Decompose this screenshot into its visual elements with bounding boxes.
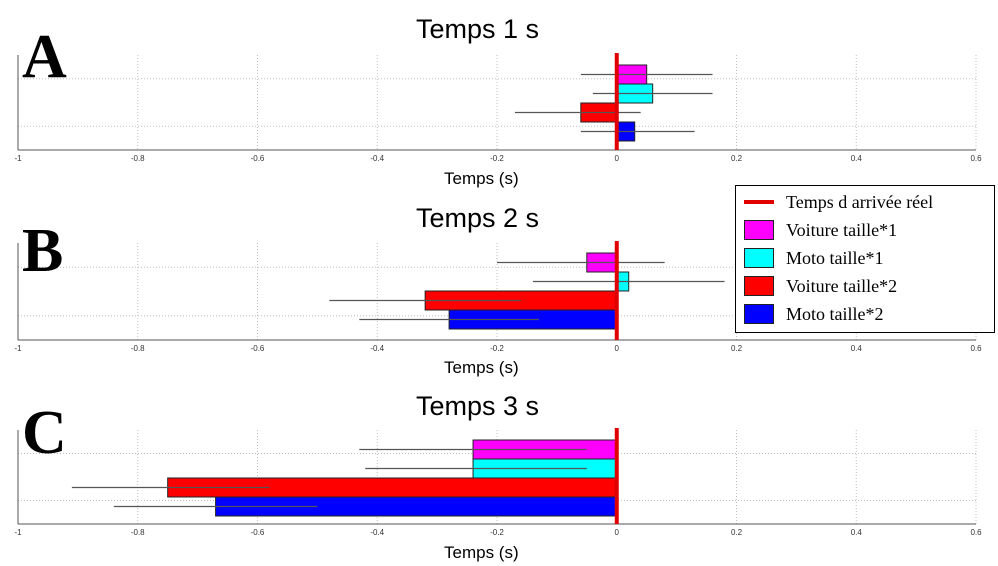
legend-label: Moto taille*1 — [786, 247, 884, 268]
x-tick-label-a: -1 — [14, 154, 22, 163]
x-tick-label-b: 0.6 — [970, 344, 982, 353]
x-tick-label-b: -0.8 — [131, 344, 145, 353]
x-tick-label-c: 0.4 — [851, 528, 863, 537]
x-tick-label-c: -0.8 — [131, 528, 145, 537]
legend-item-moto-1: Moto taille*1 — [744, 246, 884, 270]
panel-letter-a: A — [22, 23, 67, 91]
legend-swatch-moto-2 — [744, 304, 774, 324]
x-tick-label-c: -0.4 — [370, 528, 384, 537]
legend-swatch-voiture-2 — [744, 276, 774, 296]
x-tick-label-c: -0.6 — [251, 528, 265, 537]
panel-title-a: Temps 1 s — [416, 14, 540, 44]
panel-letter-b: B — [22, 217, 64, 285]
legend-item-voiture-2: Voiture taille*2 — [744, 274, 897, 298]
x-tick-label-c: 0 — [615, 528, 620, 537]
x-tick-label-a: -0.2 — [490, 154, 504, 163]
x-tick-label-b: -0.6 — [251, 344, 265, 353]
x-tick-label-a: 0 — [615, 154, 620, 163]
x-tick-label-a: -0.4 — [370, 154, 384, 163]
panel-title-b: Temps 2 s — [416, 203, 540, 233]
x-tick-label-c: 0.2 — [731, 528, 743, 537]
panel-letter-c: C — [22, 399, 67, 467]
x-tick-label-a: 0.6 — [970, 154, 982, 163]
legend-swatch-voiture-1 — [744, 220, 774, 240]
legend-item-voiture-1: Voiture taille*1 — [744, 218, 897, 242]
legend-item-reference: Temps d arrivée réel — [744, 190, 933, 214]
x-tick-label-b: -0.2 — [490, 344, 504, 353]
x-tick-label-c: -0.2 — [490, 528, 504, 537]
x-tick-label-c: -1 — [14, 528, 22, 537]
x-axis-label-a: Temps (s) — [444, 169, 519, 188]
legend-swatch-moto-1 — [744, 248, 774, 268]
x-tick-label-a: 0.4 — [851, 154, 863, 163]
x-tick-label-b: -0.4 — [370, 344, 384, 353]
panel-title-c: Temps 3 s — [416, 391, 540, 421]
x-tick-label-b: 0.2 — [731, 344, 743, 353]
x-tick-label-b: -1 — [14, 344, 22, 353]
legend-line-reference — [744, 200, 774, 204]
legend-label: Voiture taille*2 — [786, 275, 898, 296]
x-tick-label-c: 0.6 — [970, 528, 982, 537]
x-tick-label-a: 0.2 — [731, 154, 743, 163]
legend-item-moto-2: Moto taille*2 — [744, 302, 884, 326]
x-tick-label-b: 0.4 — [851, 344, 863, 353]
x-tick-label-a: -0.6 — [251, 154, 265, 163]
legend-label: Voiture taille*1 — [786, 219, 898, 240]
legend-label: Temps d arrivée réel — [786, 191, 934, 212]
legend-label: Moto taille*2 — [786, 303, 884, 324]
x-axis-label-b: Temps (s) — [444, 358, 519, 377]
x-axis-label-c: Temps (s) — [444, 543, 519, 562]
x-tick-label-b: 0 — [615, 344, 620, 353]
x-tick-label-a: -0.8 — [131, 154, 145, 163]
legend: Temps d arrivée réel Voiture taille*1 Mo… — [735, 185, 995, 333]
